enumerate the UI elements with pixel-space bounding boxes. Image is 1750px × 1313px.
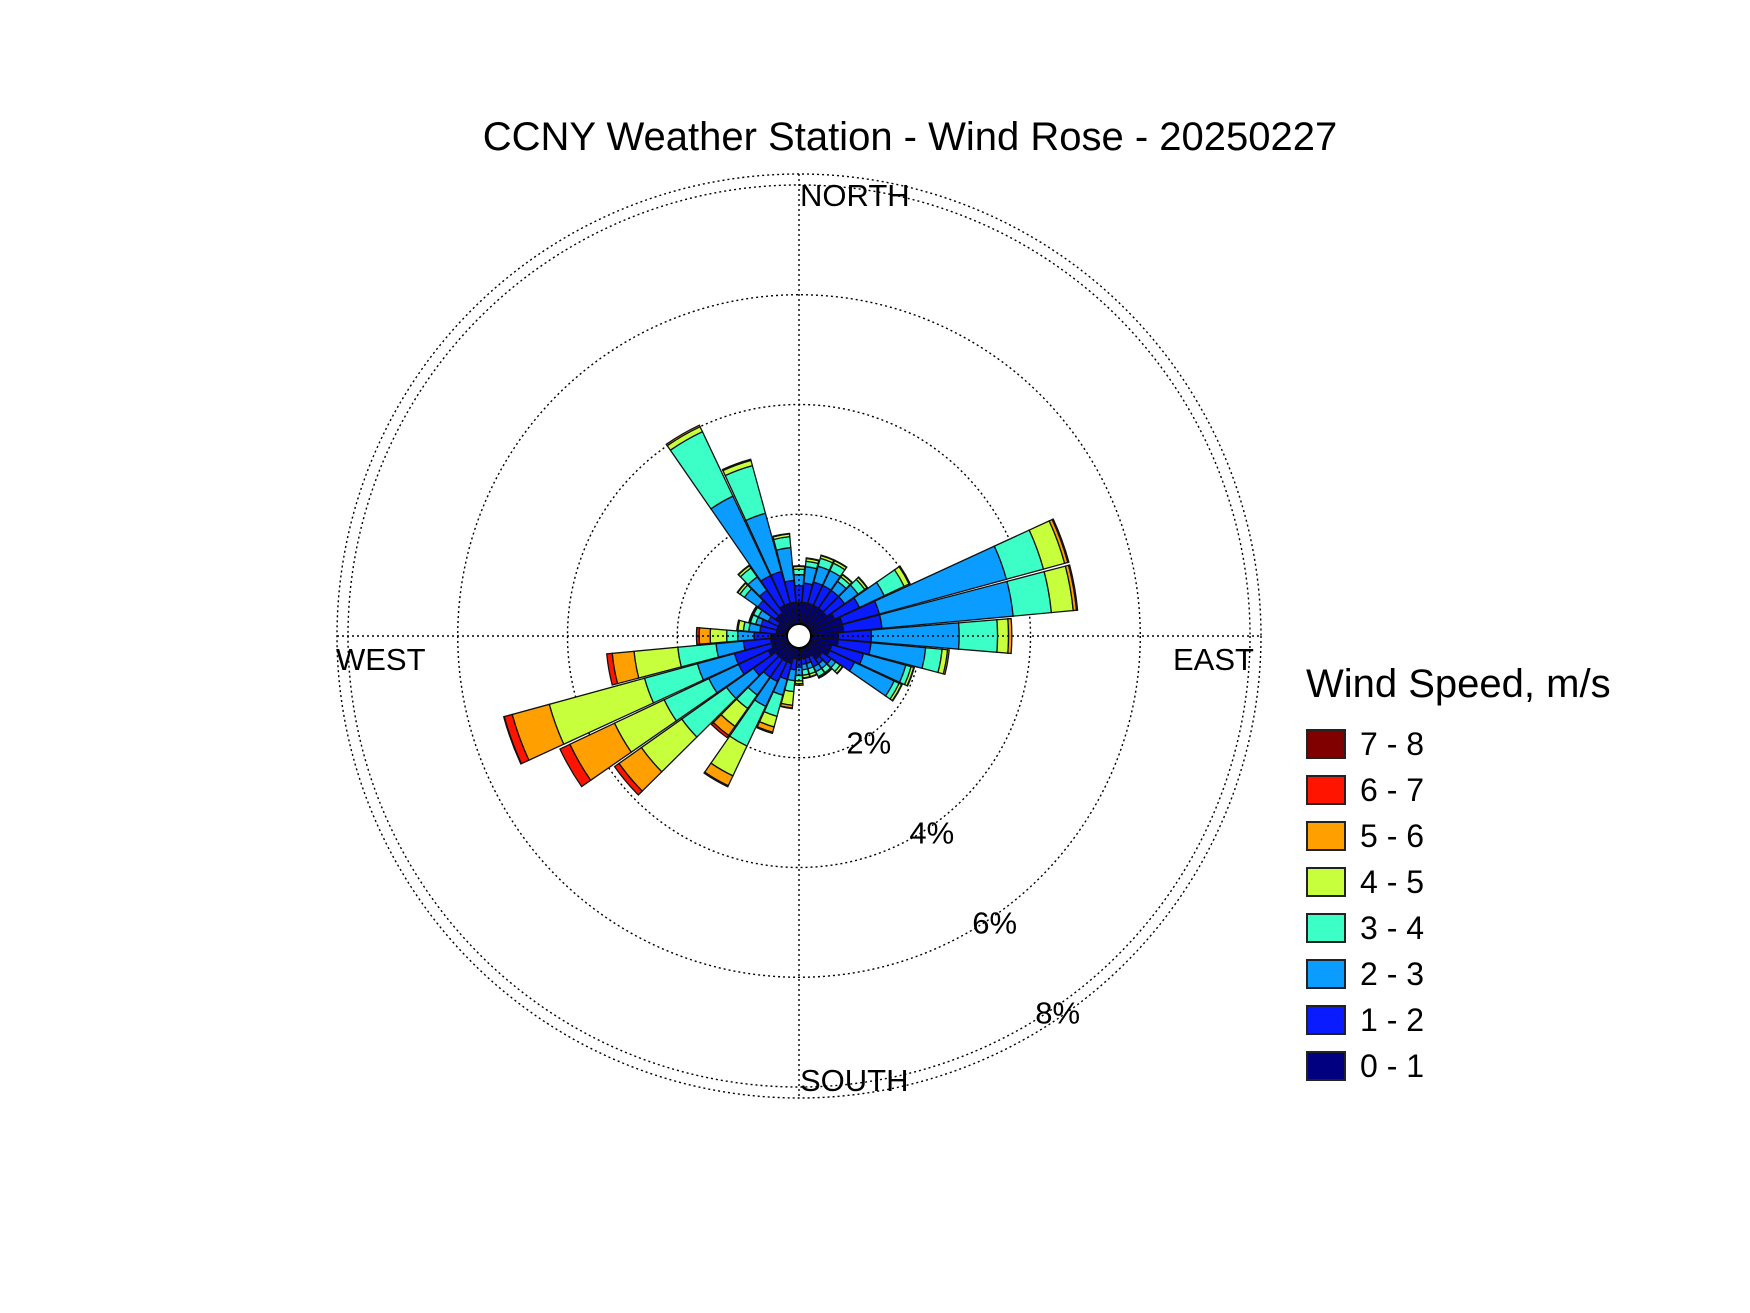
legend-swatch — [1306, 1051, 1346, 1081]
sector-80-bin-6 — [1067, 564, 1079, 611]
legend-label: 1 - 2 — [1360, 1001, 1425, 1038]
sector-280-bin-5 — [736, 619, 741, 632]
legend-item: 3 - 4 — [1306, 905, 1611, 951]
direction-label-south: SOUTH — [800, 1063, 909, 1098]
radial-tick-label-4: 4% — [909, 816, 954, 851]
legend-swatch — [1306, 867, 1346, 897]
legend-label: 5 - 6 — [1360, 817, 1425, 854]
sector-70-bin-6 — [1051, 518, 1070, 564]
sector-350-bin-5 — [772, 532, 791, 538]
legend-swatch — [1306, 913, 1346, 943]
sector-60-bin-5 — [898, 565, 911, 585]
sector-310-bin-5 — [736, 581, 747, 594]
sector-320-bin-5 — [737, 564, 751, 576]
sector-150-bin-5 — [817, 672, 827, 679]
legend-swatch — [1306, 1005, 1346, 1035]
radial-tick-label-2: 2% — [846, 726, 891, 761]
legend-swatch — [1306, 775, 1346, 805]
sector-240-bin-6 — [559, 743, 592, 788]
sector-20-bin-5 — [820, 554, 835, 562]
sector-270-bin-2 — [736, 630, 755, 642]
calm-center-circle — [786, 623, 812, 649]
legend-item: 1 - 2 — [1306, 997, 1611, 1043]
sector-340-bin-5 — [721, 458, 752, 472]
radial-tick-label-6: 6% — [972, 906, 1017, 941]
sector-30-bin-5 — [833, 559, 848, 569]
legend-item: 5 - 6 — [1306, 813, 1611, 859]
radial-tick-label-8: 8% — [1035, 996, 1080, 1031]
sector-190-bin-6 — [779, 705, 794, 710]
sector-230-bin-6 — [613, 762, 644, 796]
direction-label-north: NORTH — [800, 178, 910, 213]
legend-swatch — [1306, 821, 1346, 851]
sector-130-bin-5 — [835, 665, 844, 675]
legend-item: 6 - 7 — [1306, 767, 1611, 813]
sector-50-bin-5 — [857, 576, 869, 589]
legend-swatch — [1306, 729, 1346, 759]
legend-item: 2 - 3 — [1306, 951, 1611, 997]
legend-swatch — [1306, 959, 1346, 989]
legend-label: 4 - 5 — [1360, 863, 1425, 900]
legend-item: 7 - 8 — [1306, 721, 1611, 767]
legend-title: Wind Speed, m/s — [1306, 662, 1611, 706]
sector-110-bin-5 — [906, 666, 916, 687]
legend: Wind Speed, m/s 7 - 8 6 - 7 5 - 6 4 - 5 3 - … — [1306, 662, 1611, 1089]
sector-40-bin-5 — [841, 573, 854, 584]
sector-200-bin-6 — [755, 725, 774, 735]
legend-label: 2 - 3 — [1360, 955, 1425, 992]
sector-120-bin-5 — [891, 683, 903, 702]
sector-220-bin-6 — [710, 721, 730, 739]
sector-250-bin-7 — [502, 715, 523, 765]
legend-label: 0 - 1 — [1360, 1047, 1425, 1084]
sector-90-bin-5 — [1007, 617, 1013, 655]
wind-sectors — [502, 424, 1079, 796]
direction-label-east: EAST — [1173, 642, 1254, 677]
legend-label: 6 - 7 — [1360, 771, 1425, 808]
sector-330-bin-5 — [665, 424, 701, 447]
sector-10-bin-5 — [805, 557, 820, 562]
sector-0-bin-5 — [792, 565, 806, 568]
legend-label: 7 - 8 — [1360, 725, 1425, 762]
sector-210-bin-6 — [703, 771, 730, 788]
radial-tick-labels: 2% 4% 6% 8% — [846, 726, 1080, 1031]
legend-item: 4 - 5 — [1306, 859, 1611, 905]
legend-item: 0 - 1 — [1306, 1043, 1611, 1089]
sector-100-bin-5 — [942, 649, 950, 676]
direction-label-west: WEST — [336, 642, 426, 677]
sector-260-bin-6 — [606, 652, 619, 686]
sector-80-bin-3 — [1006, 570, 1053, 617]
legend-label: 3 - 4 — [1360, 909, 1425, 946]
chart-title: CCNY Weather Station - Wind Rose - 20250… — [482, 115, 1338, 159]
legend-items: 7 - 8 6 - 7 5 - 6 4 - 5 3 - 4 2 - 3 1 - 2 0 - 1 — [1306, 721, 1611, 1089]
